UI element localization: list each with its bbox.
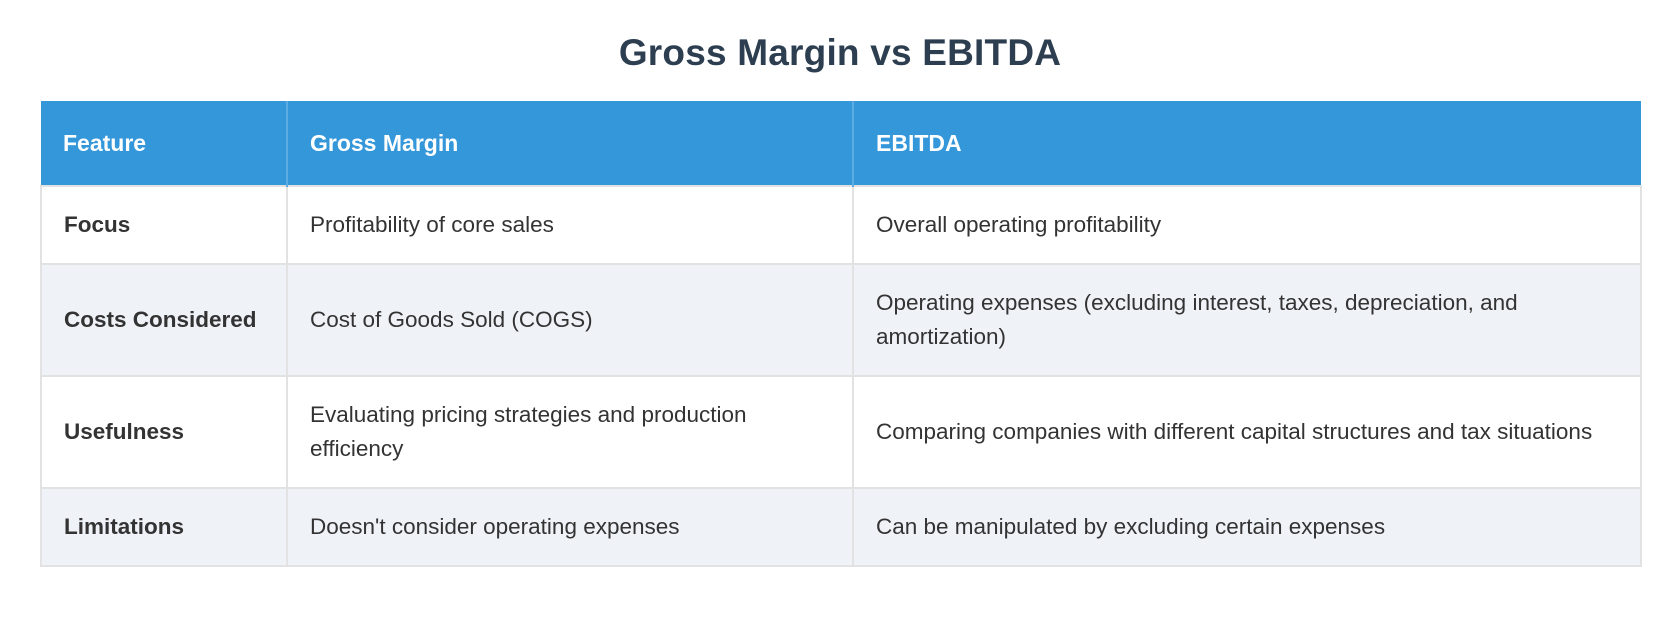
- cell-usefulness-gross-margin: Evaluating pricing strategies and produc…: [286, 375, 854, 489]
- column-header-gross-margin: Gross Margin: [287, 101, 854, 186]
- table-row-limitations: Limitations Doesn't consider operating e…: [40, 487, 1642, 567]
- cell-costs-feature: Costs Considered: [40, 263, 288, 377]
- column-header-ebitda: EBITDA: [853, 101, 1641, 186]
- cell-costs-ebitda: Operating expenses (excluding interest, …: [852, 263, 1642, 377]
- cell-limitations-ebitda: Can be manipulated by excluding certain …: [852, 487, 1642, 567]
- comparison-table-container: Feature Gross Margin EBITDA Focus Profit…: [40, 101, 1642, 567]
- page-title: Gross Margin vs EBITDA: [618, 32, 1062, 73]
- table-row-usefulness: Usefulness Evaluating pricing strategies…: [40, 375, 1642, 489]
- cell-limitations-feature: Limitations: [40, 487, 288, 567]
- cell-focus-ebitda: Overall operating profitability: [852, 185, 1642, 265]
- column-header-feature: Feature: [41, 101, 288, 186]
- table-row-focus: Focus Profitability of core sales Overal…: [40, 185, 1642, 265]
- cell-usefulness-feature: Usefulness: [40, 375, 288, 489]
- comparison-table: Feature Gross Margin EBITDA Focus Profit…: [40, 101, 1642, 567]
- table-row-costs-considered: Costs Considered Cost of Goods Sold (COG…: [40, 263, 1642, 377]
- cell-usefulness-ebitda: Comparing companies with different capit…: [852, 375, 1642, 489]
- header-row: Feature Gross Margin EBITDA: [41, 101, 1641, 186]
- cell-costs-gross-margin: Cost of Goods Sold (COGS): [286, 263, 854, 377]
- cell-focus-gross-margin: Profitability of core sales: [286, 185, 854, 265]
- cell-limitations-gross-margin: Doesn't consider operating expenses: [286, 487, 854, 567]
- cell-focus-feature: Focus: [40, 185, 288, 265]
